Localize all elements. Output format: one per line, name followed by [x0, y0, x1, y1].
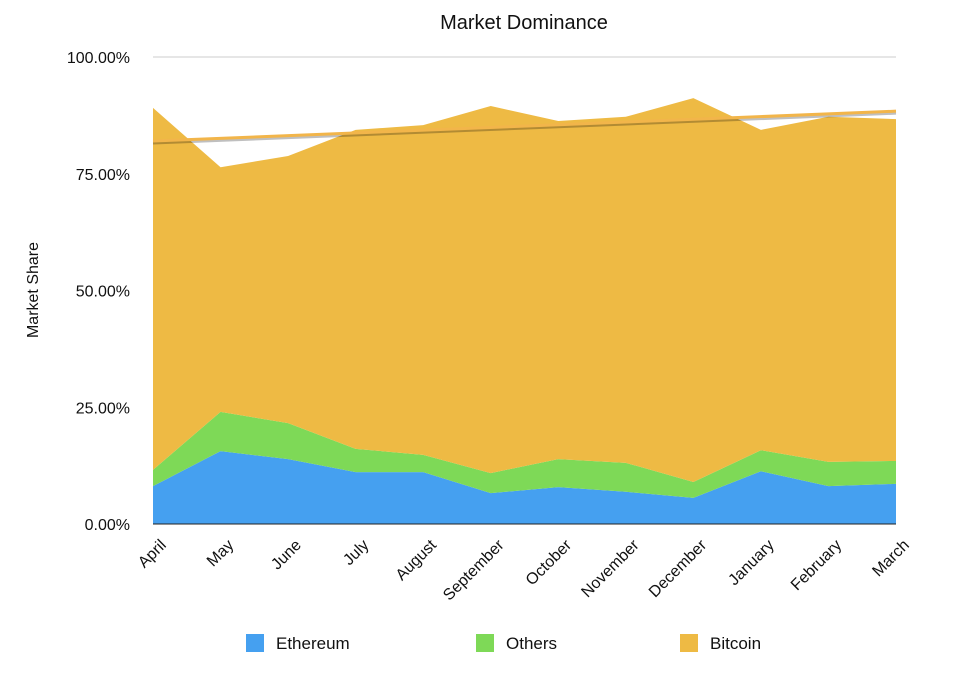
- x-tick-label: December: [646, 536, 711, 601]
- trendline: [152, 109, 897, 143]
- y-tick-label: 75.00%: [76, 167, 130, 184]
- legend-item-others: Others: [476, 634, 557, 653]
- legend-swatch: [246, 634, 264, 652]
- legend-label: Ethereum: [276, 634, 350, 653]
- x-tick-label: May: [204, 537, 237, 570]
- chart-title: Market Dominance: [440, 12, 608, 34]
- x-tick-label: January: [725, 537, 777, 589]
- x-tick-label: August: [393, 536, 441, 584]
- area-others: [153, 411, 896, 498]
- legend-swatch: [680, 634, 698, 652]
- y-tick-label: 100.00%: [67, 50, 130, 67]
- legend-item-bitcoin: Bitcoin: [680, 634, 761, 653]
- x-tick-label: September: [440, 536, 508, 604]
- y-tick-label: 25.00%: [76, 400, 130, 417]
- x-tick-label: July: [340, 537, 372, 569]
- x-tick-label: February: [788, 537, 845, 594]
- x-tick-label: June: [268, 537, 305, 574]
- legend-swatch: [476, 634, 494, 652]
- y-tick-label: 50.00%: [76, 284, 130, 301]
- x-tick-label: October: [523, 536, 576, 589]
- legend-label: Bitcoin: [710, 634, 761, 653]
- trendline-shadow: [152, 111, 897, 145]
- x-tick-label: April: [135, 537, 170, 572]
- x-tick-label: November: [578, 536, 643, 601]
- x-tick-label: March: [869, 537, 912, 580]
- area-ethereum: [153, 451, 896, 524]
- legend-label: Others: [506, 634, 557, 653]
- legend-item-ethereum: Ethereum: [246, 634, 350, 653]
- y-tick-label: 0.00%: [85, 517, 130, 534]
- area-bitcoin: [153, 98, 896, 482]
- y-axis-label: Market Share: [25, 242, 42, 338]
